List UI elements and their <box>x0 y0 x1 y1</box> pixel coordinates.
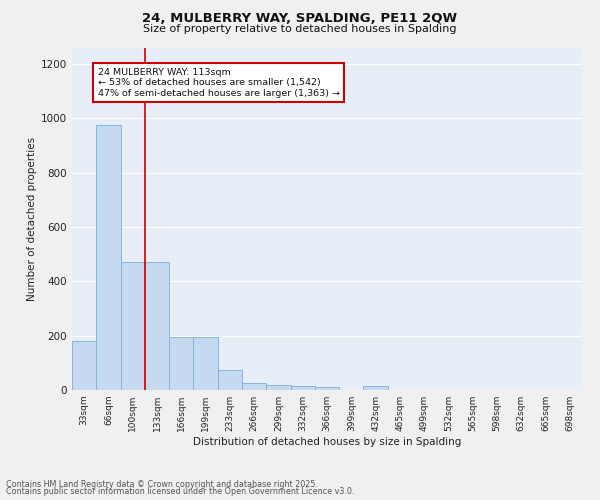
Bar <box>169 337 193 390</box>
Bar <box>290 386 315 390</box>
Text: Contains HM Land Registry data © Crown copyright and database right 2025.: Contains HM Land Registry data © Crown c… <box>6 480 318 489</box>
Bar <box>96 125 121 390</box>
Bar <box>72 341 96 390</box>
X-axis label: Distribution of detached houses by size in Spalding: Distribution of detached houses by size … <box>193 437 461 447</box>
Bar <box>121 262 145 390</box>
Bar <box>145 262 169 390</box>
Bar <box>218 370 242 390</box>
Text: Contains public sector information licensed under the Open Government Licence v3: Contains public sector information licen… <box>6 487 355 496</box>
Y-axis label: Number of detached properties: Number of detached properties <box>27 136 37 301</box>
Bar <box>364 386 388 390</box>
Bar <box>193 337 218 390</box>
Bar <box>242 383 266 390</box>
Text: Size of property relative to detached houses in Spalding: Size of property relative to detached ho… <box>143 24 457 34</box>
Bar <box>315 388 339 390</box>
Bar <box>266 384 290 390</box>
Text: 24, MULBERRY WAY, SPALDING, PE11 2QW: 24, MULBERRY WAY, SPALDING, PE11 2QW <box>142 12 458 26</box>
Text: 24 MULBERRY WAY: 113sqm
← 53% of detached houses are smaller (1,542)
47% of semi: 24 MULBERRY WAY: 113sqm ← 53% of detache… <box>97 68 340 98</box>
